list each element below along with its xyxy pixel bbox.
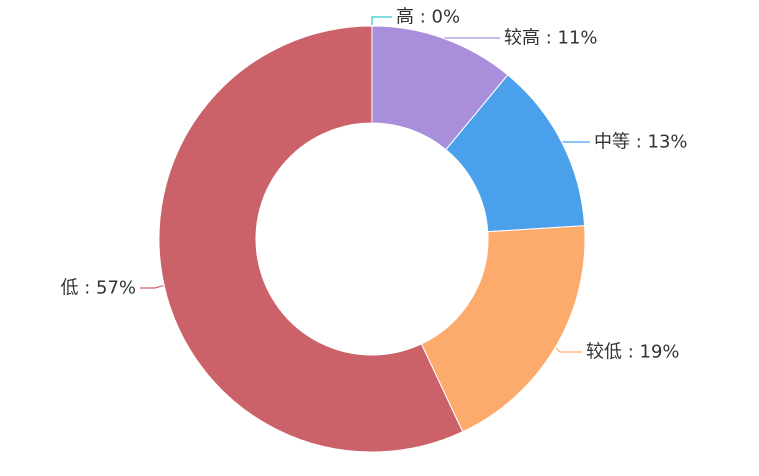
leader-line-5 bbox=[140, 285, 164, 289]
leader-lines-layer bbox=[140, 16, 590, 353]
slice-label-4: 较低 : 19% bbox=[586, 342, 680, 363]
slice-label-5: 低 : 57% bbox=[60, 278, 136, 299]
slice-label-2: 较高 : 11% bbox=[504, 28, 598, 49]
leader-line-1 bbox=[371, 16, 392, 25]
slice-label-3: 中等 : 13% bbox=[594, 132, 688, 153]
slice-label-1: 高 : 0% bbox=[396, 7, 460, 28]
slice-4[interactable] bbox=[420, 225, 586, 433]
leader-line-4 bbox=[555, 347, 582, 353]
slices-layer bbox=[158, 25, 586, 453]
labels-layer: 高 : 0% 较高 : 11% 中等 : 13% 较低 : 19% 低 : 57% bbox=[60, 7, 687, 363]
slice-5[interactable] bbox=[158, 25, 464, 453]
